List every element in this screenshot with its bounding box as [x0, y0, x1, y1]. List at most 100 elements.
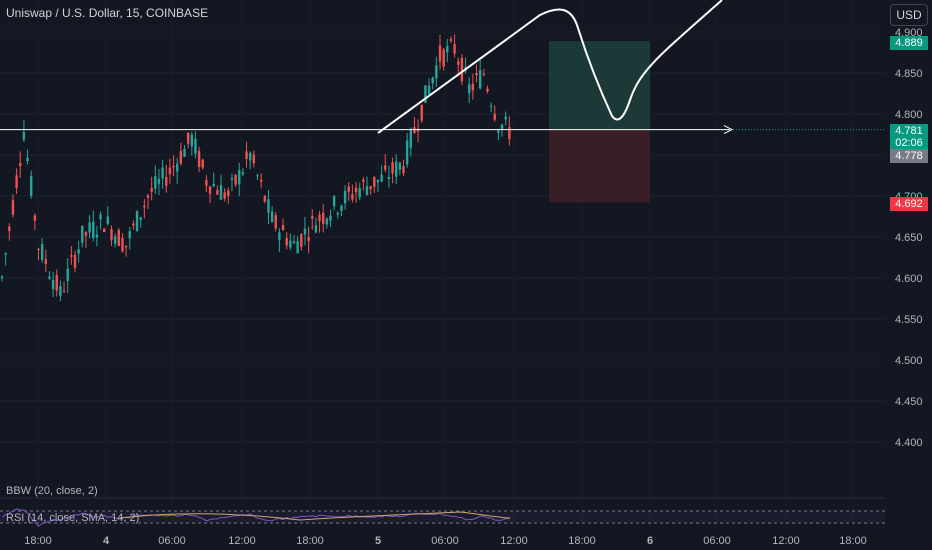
- candle-body: [150, 187, 153, 192]
- time-tick: 12:00: [228, 535, 256, 547]
- candle-body: [186, 132, 190, 144]
- candle-body: [438, 45, 442, 62]
- currency-button[interactable]: USD: [890, 4, 928, 26]
- candle-body: [22, 131, 26, 140]
- candle: [245, 141, 248, 168]
- candle-body: [387, 176, 391, 180]
- candle: [212, 172, 215, 188]
- candle: [362, 177, 365, 191]
- candle: [154, 165, 157, 194]
- price-axis[interactable]: 4.9004.8504.8004.7504.7004.6504.6004.550…: [895, 27, 923, 449]
- candle-body: [391, 162, 394, 174]
- candle-body: [369, 186, 372, 190]
- time-axis[interactable]: 18:00 4 06:00 12:00 18:00 5 06:00 12:00 18:00 6 06…: [24, 535, 867, 547]
- candle-body: [453, 44, 456, 54]
- candle: [391, 157, 394, 184]
- candle-body: [373, 176, 376, 187]
- candle-body: [66, 268, 69, 281]
- candle: [358, 182, 361, 201]
- candle: [22, 120, 26, 143]
- candle: [431, 76, 434, 90]
- candle-body: [176, 163, 179, 172]
- candle: [135, 210, 139, 232]
- candle: [409, 127, 412, 157]
- candle: [398, 161, 402, 176]
- candle-body: [424, 85, 427, 103]
- candle: [259, 173, 263, 189]
- candle-body: [281, 225, 285, 231]
- candle-body: [84, 232, 88, 236]
- candle-body: [435, 65, 438, 79]
- rsi-indicator-label[interactable]: RSI (14, close, SMA, 14, 2): [6, 512, 140, 524]
- drawing-layer[interactable]: [0, 0, 885, 135]
- candle: [497, 129, 500, 141]
- candle-body: [146, 195, 150, 198]
- candle-body: [289, 240, 292, 248]
- candle: [343, 185, 347, 210]
- candle: [292, 235, 296, 245]
- candle: [11, 194, 15, 218]
- candle-body: [274, 215, 277, 229]
- candle: [508, 115, 511, 146]
- candle: [77, 240, 80, 263]
- price-tick: 4.850: [895, 68, 923, 80]
- bbw-indicator-label[interactable]: BBW (20, close, 2): [6, 485, 98, 497]
- candle-body: [340, 205, 343, 211]
- candle: [300, 232, 303, 251]
- price-tick: 4.400: [895, 437, 923, 449]
- candle: [325, 217, 329, 229]
- time-tick: 18:00: [24, 535, 52, 547]
- candle: [0, 275, 4, 282]
- candle: [183, 144, 186, 158]
- candle: [504, 111, 507, 126]
- time-tick: 06:00: [703, 535, 731, 547]
- candle-body: [468, 84, 471, 94]
- candle-body: [205, 179, 208, 186]
- candle: [227, 187, 230, 204]
- candle-body: [270, 211, 274, 222]
- candle-body: [99, 214, 102, 220]
- time-tick: 18:00: [568, 535, 596, 547]
- candle: [438, 34, 442, 70]
- long-position-tool[interactable]: [549, 41, 650, 203]
- candle: [66, 258, 69, 293]
- candle-body: [19, 162, 22, 167]
- candle-body: [311, 216, 314, 219]
- candle-body: [212, 183, 215, 187]
- candle: [62, 281, 66, 293]
- candle-body: [431, 77, 434, 84]
- candle: [281, 218, 285, 231]
- candle-body: [489, 105, 493, 107]
- candle: [303, 216, 307, 246]
- candle: [37, 247, 40, 261]
- stop-zone: [549, 129, 650, 203]
- candle-body: [296, 241, 299, 254]
- candle: [402, 159, 405, 177]
- candle: [336, 211, 339, 219]
- candle: [332, 194, 336, 211]
- candle-body: [508, 127, 511, 140]
- candle-body: [117, 229, 120, 246]
- candle-body: [230, 178, 234, 180]
- candle-body: [121, 238, 124, 252]
- candle: [190, 131, 193, 156]
- candle: [168, 158, 172, 184]
- candle-body: [245, 151, 248, 159]
- candle-body: [11, 200, 15, 215]
- candle: [453, 34, 456, 58]
- candle-body: [384, 165, 387, 170]
- candle-body: [165, 176, 168, 186]
- candle: [446, 38, 449, 62]
- candle-body: [354, 187, 358, 193]
- chart-grid: [0, 31, 885, 443]
- time-tick: 12:00: [772, 535, 800, 547]
- candle-body: [227, 190, 230, 197]
- candle-body: [314, 225, 318, 233]
- candle-body: [358, 187, 361, 198]
- candle-body: [92, 221, 95, 239]
- time-tick: 06:00: [158, 535, 186, 547]
- candle: [234, 173, 237, 188]
- candle: [205, 175, 208, 193]
- candle-body: [197, 150, 201, 168]
